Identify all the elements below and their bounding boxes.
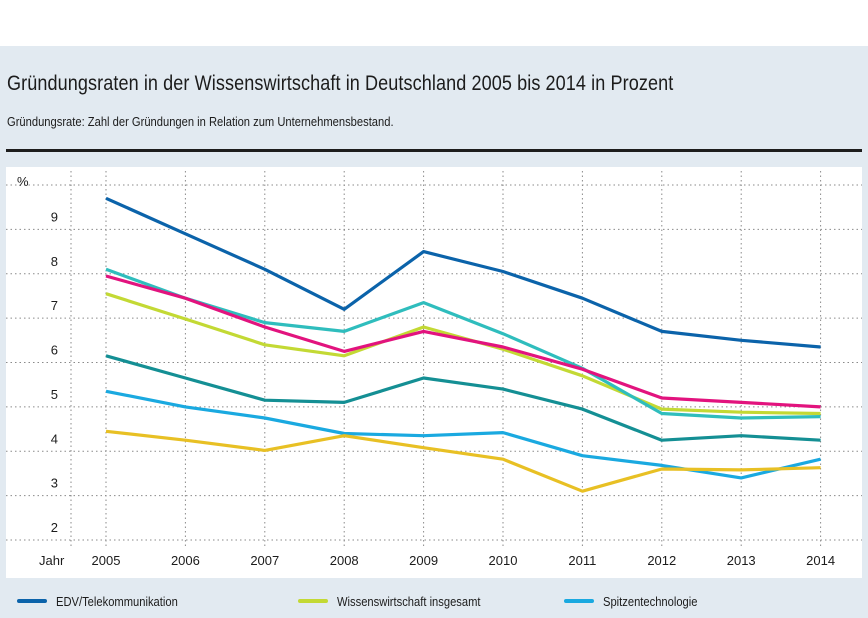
legend-label: Spitzentechnologie: [603, 593, 698, 609]
x-axis-label: Jahr: [39, 553, 65, 568]
x-tick-label: 2009: [409, 553, 438, 568]
title-divider: [6, 149, 862, 152]
series-line-edv-telekommunikation: [105, 196, 821, 349]
series-lines: [105, 196, 821, 493]
legend-label: EDV/Telekommunikation: [56, 593, 178, 609]
x-tick-label: 2005: [92, 553, 121, 568]
y-tick-label: 8: [51, 254, 58, 269]
legend-label: Wissenswirtschaft insgesamt: [337, 593, 481, 609]
series-line-spitzentechnologie: [105, 389, 821, 480]
legend-swatch: [564, 599, 594, 603]
legend-swatch: [17, 599, 47, 603]
x-tick-label: 2010: [489, 553, 518, 568]
y-tick-label: 7: [51, 298, 58, 313]
series-line-wissenswirtschaft-insgesamt: [105, 292, 821, 416]
y-tick-label: 5: [51, 387, 58, 402]
legend-item-wissenswirtschaft: Wissenswirtschaft insgesamt: [298, 590, 504, 612]
legend-swatch: [298, 599, 328, 603]
plot-area-background: [6, 167, 862, 578]
x-tick-label: 2014: [806, 553, 835, 568]
legend: EDV/Telekommunikation Wissenswirtschaft …: [0, 590, 868, 612]
y-tick-label: 4: [51, 431, 58, 446]
legend-item-spitzentechnologie: Spitzentechnologie: [564, 590, 713, 612]
series-line-serie-6: [105, 354, 821, 442]
x-axis-ticks: 2005 2006 2007 2008 2009 2010 2011 2012 2013 2014: [92, 553, 836, 568]
x-tick-label: 2006: [171, 553, 200, 568]
x-tick-label: 2008: [330, 553, 359, 568]
x-tick-label: 2011: [568, 553, 596, 568]
series-line-serie-7: [105, 429, 821, 493]
y-tick-label: 6: [51, 343, 58, 358]
x-tick-label: 2012: [647, 553, 676, 568]
legend-item-edv: EDV/Telekommunikation: [17, 590, 198, 612]
gridlines: [6, 171, 862, 546]
series-line-serie-4: [105, 267, 821, 420]
y-axis-label: %: [17, 174, 29, 189]
series-line-serie-5: [105, 274, 821, 409]
y-tick-label: 2: [51, 520, 58, 535]
chart-title: Gründungsraten in der Wissenswirtschaft …: [7, 72, 674, 95]
y-axis-ticks: 2 3 4 5 6 7 8 9: [51, 209, 58, 535]
x-tick-label: 2013: [727, 553, 756, 568]
x-tick-label: 2007: [250, 553, 279, 568]
y-tick-label: 3: [51, 476, 58, 491]
y-tick-label: 9: [51, 209, 58, 224]
chart-subtitle: Gründungsrate: Zahl der Gründungen in Re…: [7, 114, 394, 129]
